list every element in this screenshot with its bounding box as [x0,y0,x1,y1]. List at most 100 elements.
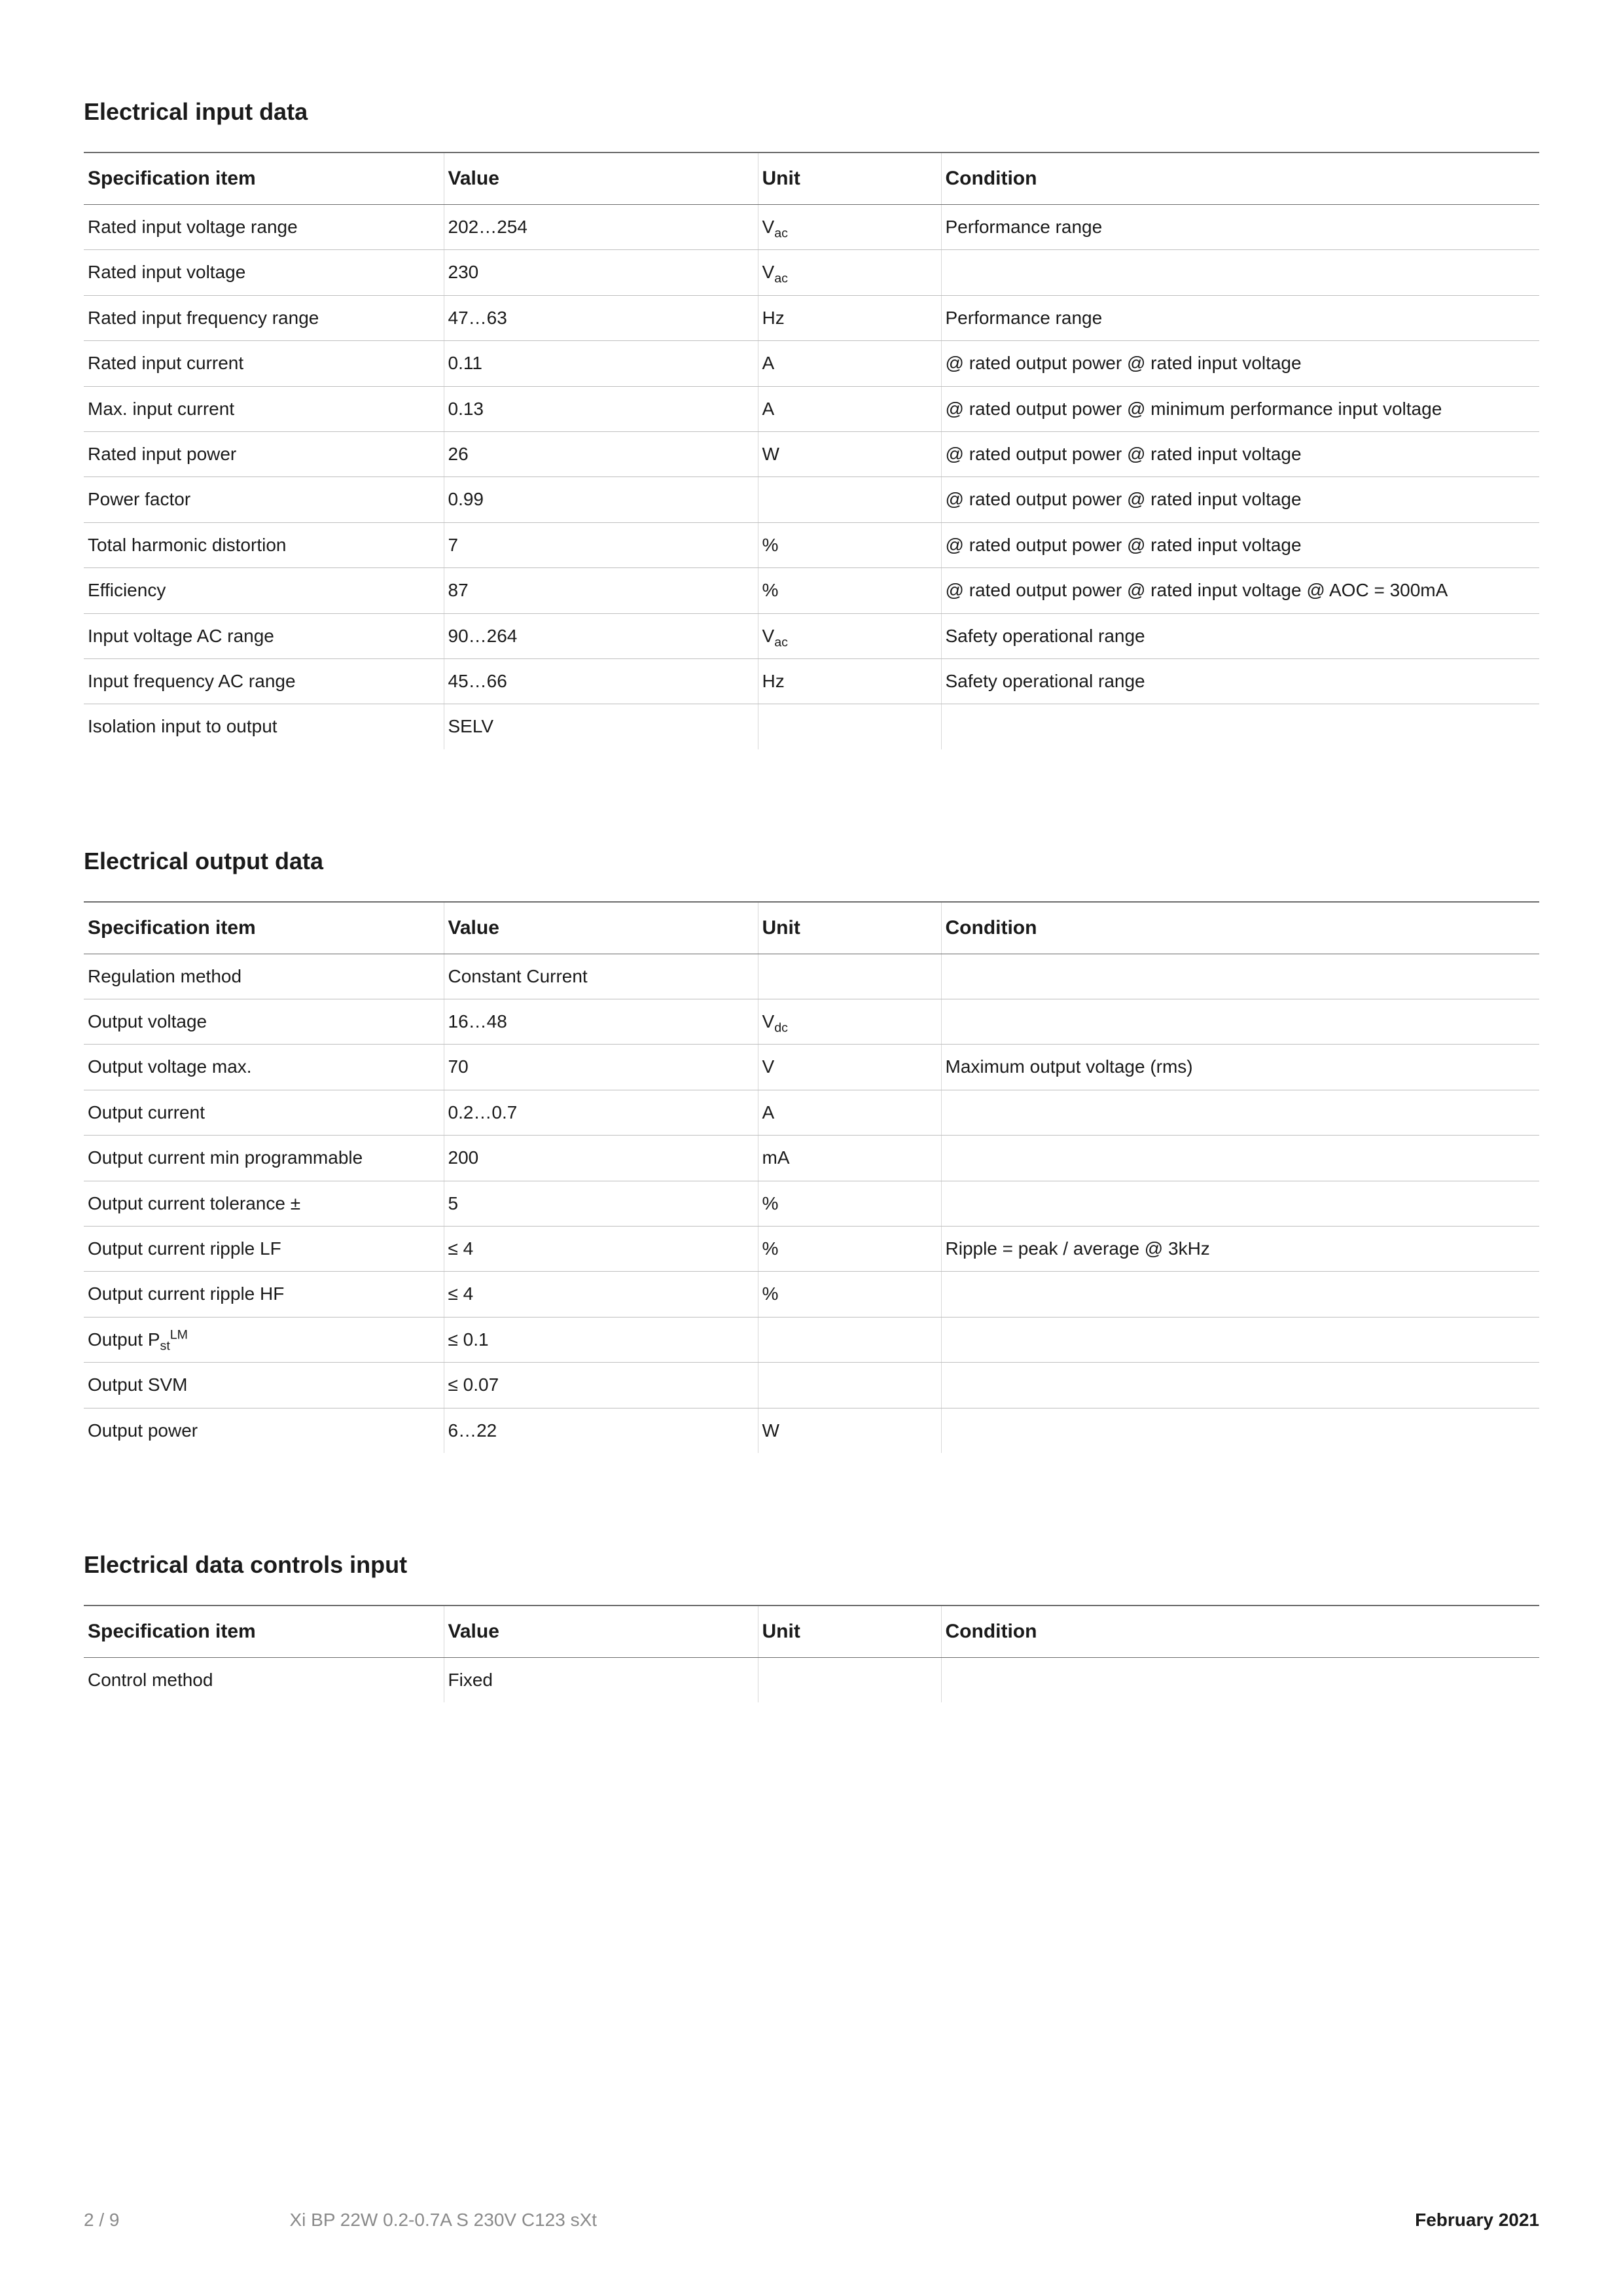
spec-condition: @ rated output power @ rated input volta… [941,522,1539,567]
spec-value: Constant Current [444,954,758,999]
table-header-cell: Value [444,1605,758,1658]
table-row: Input voltage AC range90…264VacSafety op… [84,613,1539,658]
spec-value: 202…254 [444,205,758,250]
spec-unit: Vac [758,250,941,295]
table-header-cell: Value [444,152,758,205]
table-row: Output current min programmable200mA [84,1136,1539,1181]
table-row: Output PstLM≤ 0.1 [84,1317,1539,1362]
page: Electrical input dataSpecification itemV… [0,0,1623,2296]
spec-condition [941,954,1539,999]
spec-condition [941,1181,1539,1226]
spec-value: 87 [444,568,758,613]
section-title: Electrical output data [84,848,1539,875]
spec-condition [941,250,1539,295]
spec-value: Fixed [444,1657,758,1702]
spec-value: 0.13 [444,386,758,431]
spec-item: Max. input current [84,386,444,431]
spec-condition [941,1272,1539,1317]
spec-condition: @ rated output power @ minimum performan… [941,386,1539,431]
spec-unit: % [758,522,941,567]
spec-item: Output current [84,1090,444,1135]
spec-unit: A [758,386,941,431]
spec-value: SELV [444,704,758,749]
spec-unit: A [758,341,941,386]
spec-item: Output current tolerance ± [84,1181,444,1226]
spec-unit [758,477,941,522]
spec-item: Output current ripple LF [84,1227,444,1272]
table-header-row: Specification itemValueUnitCondition [84,152,1539,205]
spec-value: ≤ 4 [444,1227,758,1272]
table-row: Max. input current0.13A@ rated output po… [84,386,1539,431]
spec-condition [941,1363,1539,1408]
spec-condition: Ripple = peak / average @ 3kHz [941,1227,1539,1272]
table-header-cell: Condition [941,902,1539,954]
spec-item: Input frequency AC range [84,658,444,704]
table-row: Rated input current0.11A@ rated output p… [84,341,1539,386]
spec-value: ≤ 0.1 [444,1317,758,1362]
table-header-cell: Unit [758,1605,941,1658]
spec-item: Rated input voltage [84,250,444,295]
spec-value: 26 [444,431,758,476]
section: Electrical output data Specification item… [84,848,1539,1453]
spec-condition [941,1317,1539,1362]
table-row: Rated input voltage230Vac [84,250,1539,295]
spec-item: Output voltage max. [84,1045,444,1090]
spec-unit: Hz [758,295,941,340]
spec-condition: @ rated output power @ rated input volta… [941,568,1539,613]
spec-value: 0.99 [444,477,758,522]
footer: 2 / 9 Xi BP 22W 0.2-0.7A S 230V C123 sXt… [0,2210,1623,2231]
spec-item: Control method [84,1657,444,1702]
table-row: Efficiency87%@ rated output power @ rate… [84,568,1539,613]
spec-condition [941,1657,1539,1702]
spec-condition [941,999,1539,1045]
spec-item: Output voltage [84,999,444,1045]
spec-unit: Vac [758,613,941,658]
spec-value: 0.2…0.7 [444,1090,758,1135]
spec-item: Output current ripple HF [84,1272,444,1317]
section-title: Electrical input data [84,98,1539,126]
spec-unit: Hz [758,658,941,704]
spec-unit [758,1363,941,1408]
table-row: Total harmonic distortion7%@ rated outpu… [84,522,1539,567]
spec-unit: mA [758,1136,941,1181]
table-row: Output current tolerance ±5% [84,1181,1539,1226]
spec-item: Total harmonic distortion [84,522,444,567]
spec-condition: Performance range [941,295,1539,340]
spec-condition: Safety operational range [941,658,1539,704]
spec-unit [758,1317,941,1362]
spec-condition: @ rated output power @ rated input volta… [941,477,1539,522]
spec-condition: @ rated output power @ rated input volta… [941,431,1539,476]
table-header-cell: Unit [758,902,941,954]
section: Electrical data controls input Specificat… [84,1551,1539,1702]
table-header-cell: Condition [941,1605,1539,1658]
spec-item: Isolation input to output [84,704,444,749]
sections-container: Electrical input dataSpecification itemV… [84,98,1539,1702]
table-row: Isolation input to outputSELV [84,704,1539,749]
table-header-cell: Unit [758,152,941,205]
section-title: Electrical data controls input [84,1551,1539,1579]
spec-value: 230 [444,250,758,295]
table-row: Output SVM≤ 0.07 [84,1363,1539,1408]
table-header-cell: Specification item [84,1605,444,1658]
spec-unit: % [758,568,941,613]
spec-condition: Performance range [941,205,1539,250]
spec-condition [941,704,1539,749]
spec-item: Input voltage AC range [84,613,444,658]
spec-unit: Vac [758,205,941,250]
table-row: Output voltage16…48Vdc [84,999,1539,1045]
spec-table: Specification itemValueUnitCondition Cont… [84,1605,1539,1702]
spec-unit: % [758,1272,941,1317]
footer-date: February 2021 [1415,2210,1539,2231]
spec-value: 70 [444,1045,758,1090]
spec-unit: V [758,1045,941,1090]
table-row: Output current0.2…0.7A [84,1090,1539,1135]
spec-value: 90…264 [444,613,758,658]
spec-condition [941,1136,1539,1181]
spec-value: 16…48 [444,999,758,1045]
table-header-cell: Specification item [84,152,444,205]
table-header-cell: Specification item [84,902,444,954]
spec-unit: % [758,1181,941,1226]
spec-value: 6…22 [444,1408,758,1453]
spec-value: 45…66 [444,658,758,704]
footer-product-name: Xi BP 22W 0.2-0.7A S 230V C123 sXt [289,2210,1415,2231]
